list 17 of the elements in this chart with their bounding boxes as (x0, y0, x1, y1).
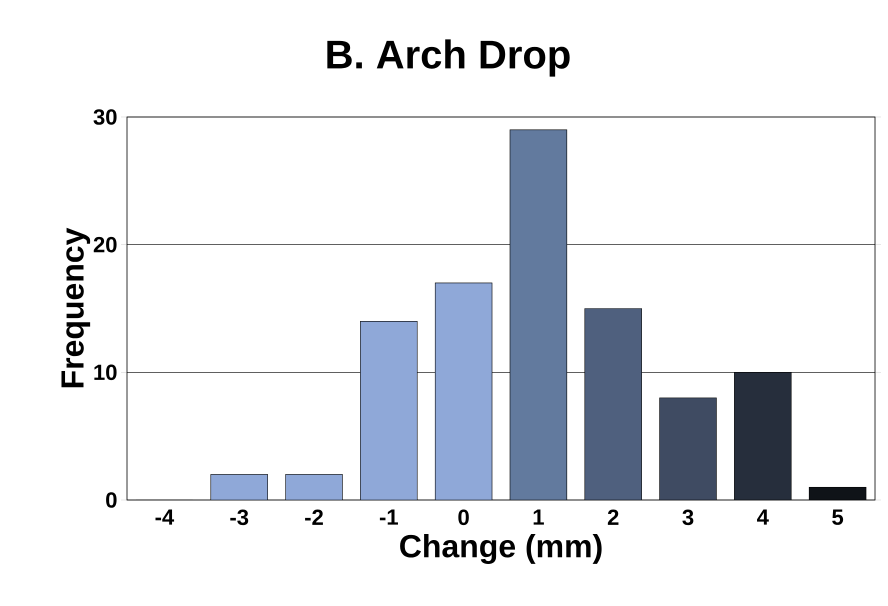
x-tick-label: -2 (305, 510, 323, 525)
x-tick-label: 0 (458, 510, 469, 526)
y-tick-label: 10 (94, 364, 117, 380)
y-tick-label: 30 (94, 109, 117, 125)
x-tick-label: 1 (534, 510, 544, 525)
y-tick-label: 20 (94, 236, 117, 252)
chart-title: B. Arch Drop (327, 39, 570, 77)
x-axis-title: Change (mm) (400, 534, 602, 564)
x-tick-label: -3 (230, 510, 248, 526)
x-tick-label: 4 (757, 510, 769, 525)
x-tick-label: 3 (682, 510, 694, 526)
x-tick-label: 5 (832, 510, 844, 525)
x-tick-label: -4 (155, 510, 174, 525)
y-tick-label: 0 (106, 492, 117, 508)
x-tick-label: 2 (608, 510, 618, 525)
x-tick-label: -1 (380, 510, 398, 525)
y-axis-title: Frequency (61, 228, 90, 388)
